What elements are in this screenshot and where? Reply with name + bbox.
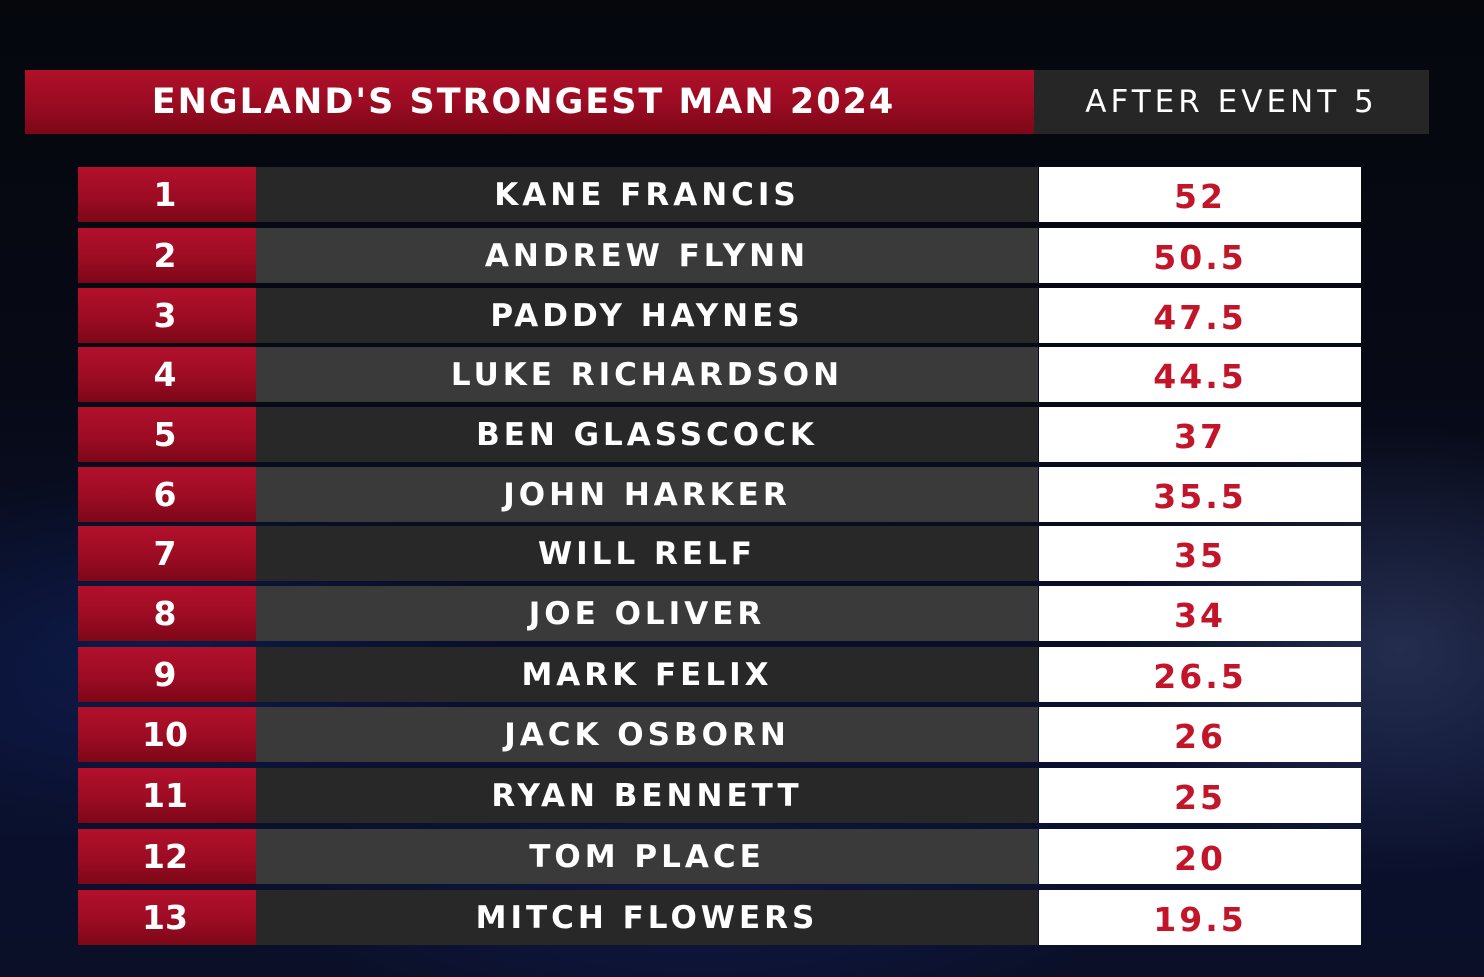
standings-row: 7 WILL RELF 35 [78, 526, 1361, 581]
standings-row: 1 KANE FRANCIS 52 [78, 167, 1361, 222]
standings-row: 5 BEN GLASSCOCK 37 [78, 407, 1361, 462]
athlete-name-cell: MITCH FLOWERS [256, 890, 1038, 945]
rank-cell: 7 [78, 526, 256, 581]
athlete-name-cell: BEN GLASSCOCK [256, 407, 1038, 462]
standings-row: 13 MITCH FLOWERS 19.5 [78, 890, 1361, 945]
points-cell: 34 [1039, 586, 1361, 641]
points-cell: 44.5 [1039, 347, 1361, 402]
rank-cell: 4 [78, 347, 256, 402]
points-cell: 35 [1039, 526, 1361, 581]
event-progress-label: AFTER EVENT 5 [1085, 84, 1378, 120]
athlete-name-cell: KANE FRANCIS [256, 167, 1038, 222]
competition-title-banner: ENGLAND'S STRONGEST MAN 2024 [25, 70, 1034, 134]
standings-row: 9 MARK FELIX 26.5 [78, 647, 1361, 702]
points-cell: 37 [1039, 407, 1361, 462]
points-cell: 47.5 [1039, 288, 1361, 343]
standings-row: 6 JOHN HARKER 35.5 [78, 467, 1361, 522]
points-cell: 26.5 [1039, 647, 1361, 702]
rank-cell: 5 [78, 407, 256, 462]
scoreboard-header: ENGLAND'S STRONGEST MAN 2024 AFTER EVENT… [25, 70, 1429, 134]
rank-cell: 2 [78, 228, 256, 283]
standings-row: 8 JOE OLIVER 34 [78, 586, 1361, 641]
athlete-name-cell: RYAN BENNETT [256, 768, 1038, 823]
rank-cell: 8 [78, 586, 256, 641]
standings-row: 4 LUKE RICHARDSON 44.5 [78, 347, 1361, 402]
rank-cell: 11 [78, 768, 256, 823]
rank-cell: 1 [78, 167, 256, 222]
rank-cell: 6 [78, 467, 256, 522]
points-cell: 50.5 [1039, 228, 1361, 283]
rank-cell: 3 [78, 288, 256, 343]
athlete-name-cell: WILL RELF [256, 526, 1038, 581]
points-cell: 52 [1039, 167, 1361, 222]
points-cell: 19.5 [1039, 890, 1361, 945]
athlete-name-cell: LUKE RICHARDSON [256, 347, 1038, 402]
standings-row: 2 ANDREW FLYNN 50.5 [78, 228, 1361, 283]
points-cell: 35.5 [1039, 467, 1361, 522]
rank-cell: 12 [78, 829, 256, 884]
standings-row: 10 JACK OSBORN 26 [78, 707, 1361, 762]
points-cell: 26 [1039, 707, 1361, 762]
standings-row: 12 TOM PLACE 20 [78, 829, 1361, 884]
event-progress-banner: AFTER EVENT 5 [1034, 70, 1429, 134]
competition-title: ENGLAND'S STRONGEST MAN 2024 [151, 82, 896, 122]
points-cell: 25 [1039, 768, 1361, 823]
rank-cell: 10 [78, 707, 256, 762]
athlete-name-cell: MARK FELIX [256, 647, 1038, 702]
standings-row: 3 PADDY HAYNES 47.5 [78, 288, 1361, 343]
athlete-name-cell: PADDY HAYNES [256, 288, 1038, 343]
athlete-name-cell: TOM PLACE [256, 829, 1038, 884]
standings-row: 11 RYAN BENNETT 25 [78, 768, 1361, 823]
rank-cell: 9 [78, 647, 256, 702]
athlete-name-cell: JOHN HARKER [256, 467, 1038, 522]
athlete-name-cell: JOE OLIVER [256, 586, 1038, 641]
points-cell: 20 [1039, 829, 1361, 884]
rank-cell: 13 [78, 890, 256, 945]
athlete-name-cell: JACK OSBORN [256, 707, 1038, 762]
athlete-name-cell: ANDREW FLYNN [256, 228, 1038, 283]
